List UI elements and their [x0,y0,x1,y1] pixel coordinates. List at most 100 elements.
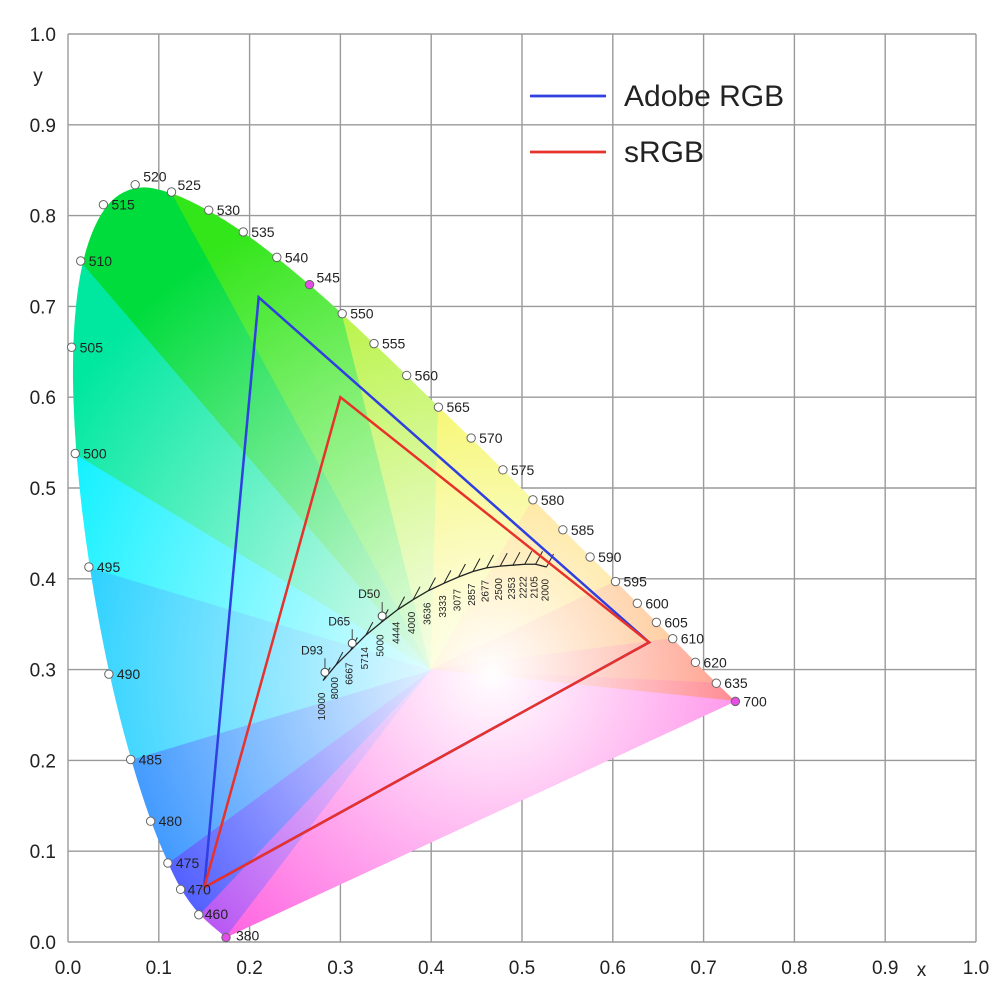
wavelength-marker [272,252,282,263]
wavelength-marker [466,433,476,443]
x-tick-label: 0.9 [872,958,898,979]
wavelength-marker [76,256,86,266]
wavelength-marker [651,617,662,628]
wavelength-label: 520 [143,169,167,185]
cct-label: 3077 [452,589,463,612]
cct-label: 2000 [541,579,552,602]
wavelength-label: 580 [541,492,565,508]
cct-label: 10000 [317,692,328,720]
white-point-marker [347,638,357,648]
cct-tick [443,570,452,584]
wavelength-label: 535 [251,224,275,240]
legend-label: sRGB [624,136,704,169]
wavelength-marker [125,754,136,765]
x-tick-label: 0.7 [690,958,716,979]
cct-label: 2500 [494,578,505,601]
wavelength-marker [163,858,173,868]
x-tick-label: 0.0 [55,958,81,979]
cct-tick [428,577,436,591]
wavelength-label: 500 [83,445,107,461]
wavelength-marker [98,200,109,210]
cct-tick [457,563,466,578]
wavelength-label: 475 [176,855,200,871]
x-tick-label: 0.3 [327,958,353,979]
y-tick-label: 0.8 [30,207,56,228]
wavelength-marker [711,678,722,688]
cct-tick [365,621,374,636]
wavelength-marker [175,884,186,895]
legend: Adobe RGB sRGB [530,80,784,169]
cct-label: 5000 [375,634,386,657]
wavelength-label: 700 [743,693,767,709]
wavelength-label: 470 [188,881,212,897]
y-tick-label: 0.1 [30,842,56,863]
wavelength-label: 540 [285,249,309,265]
cct-label: 2857 [467,583,478,606]
wavelength-label: 525 [178,177,202,193]
wavelength-marker [130,180,140,190]
wavelength-label: 380 [236,927,260,943]
gamut-triangle-srgb [202,395,652,891]
spectral-locus-marks: 380 460 470 475 480 485 490 495 500 505 510 515 520 5… [66,169,767,943]
wavelength-label: 605 [664,614,688,630]
cct-label: 2105 [530,576,541,599]
wavelength-label: 635 [724,675,748,691]
wavelength-label: 565 [446,399,470,415]
x-tick-label: 0.4 [418,958,445,979]
wavelength-marker [528,495,538,505]
wavelength-marker [194,910,204,920]
x-tick-label: 0.8 [781,958,807,979]
wavelength-label: 590 [598,549,622,565]
cct-tick [335,651,344,666]
cct-label: 4444 [392,621,403,644]
y-tick-label: 0.4 [30,570,57,591]
wavelength-marker [401,370,412,381]
white-point-label: D93 [301,643,323,657]
wavelength-marker [558,525,568,535]
wavelength-label: 575 [511,462,535,478]
wavelength-label: 510 [89,253,113,269]
axes: 0.0 0.1 0.2 0.3 0.4 0.5 0.6 0.7 0.8 0.9 1.0 0.0 0.1 0… [30,25,990,981]
y-tick-label: 0.9 [30,116,56,137]
wavelength-label: 495 [97,559,121,575]
cct-tick [512,551,521,566]
wavelength-marker [70,448,80,459]
cct-label: 2222 [519,576,530,599]
y-tick-label: 0.6 [30,388,56,409]
cct-label: 3333 [438,595,449,618]
cct-tick [472,558,481,572]
white-points: D50 D65 D93 [301,587,387,677]
wavelength-marker [145,816,156,826]
cct-label: 8000 [330,677,341,700]
cct-label: 4000 [407,611,418,634]
legend-label: Adobe RGB [624,80,784,113]
wavelength-label: 460 [205,906,229,922]
white-wash [72,187,736,938]
wavelength-label: 550 [350,306,374,322]
wavelength-marker [166,187,177,197]
y-tick-label: 0.0 [30,933,56,954]
white-point-label: D50 [358,587,380,601]
cct-label: 2677 [481,579,492,602]
cct-label: 2353 [507,577,518,600]
y-axis-label: y [33,66,43,87]
wavelength-label: 480 [159,813,183,829]
y-tick-label: 0.3 [30,661,56,682]
wavelength-marker [668,634,678,644]
x-tick-label: 1.0 [963,958,989,979]
wavelength-marker [610,576,621,587]
wavelength-label: 515 [111,197,135,213]
wavelength-marker [66,342,77,352]
wavelength-marker [433,402,444,412]
cct-tick [524,551,533,565]
cct-tick [397,596,406,610]
wavelength-label: 485 [139,751,163,767]
wavelength-marker [304,279,315,290]
wavelength-label: 560 [415,367,439,383]
wavelength-marker [337,308,347,319]
wavelength-marker [238,227,248,237]
x-tick-label: 0.5 [509,958,535,979]
cct-tick [486,554,495,569]
wavelength-marker [221,932,231,943]
